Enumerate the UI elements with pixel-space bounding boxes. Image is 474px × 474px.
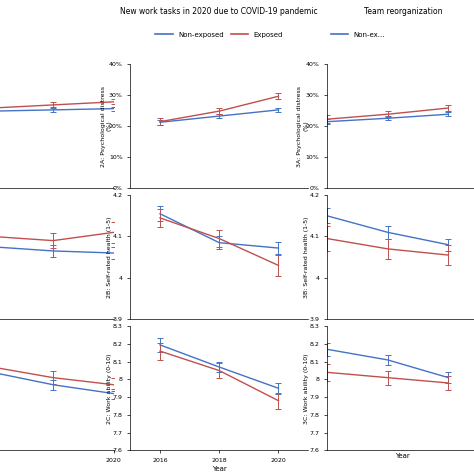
Y-axis label: 3B: Self-rated health (1-5): 3B: Self-rated health (1-5) (304, 217, 309, 298)
Y-axis label: 2A: Psychological distress
(%): 2A: Psychological distress (%) (100, 85, 111, 166)
X-axis label: Year: Year (395, 453, 410, 459)
Y-axis label: 3C: Work ability (0-10): 3C: Work ability (0-10) (304, 353, 309, 424)
Y-axis label: 3A: Psychological distress
(%): 3A: Psychological distress (%) (297, 85, 308, 166)
Y-axis label: 2C: Work ability (0-10): 2C: Work ability (0-10) (108, 353, 112, 424)
Y-axis label: 2B: Self-rated health (1-5): 2B: Self-rated health (1-5) (108, 217, 112, 298)
X-axis label: Year: Year (212, 466, 227, 472)
Text: Team reorganization: Team reorganization (364, 7, 442, 16)
Text: New work tasks in 2020 due to COVID-19 pandemic: New work tasks in 2020 due to COVID-19 p… (120, 7, 318, 16)
Legend: Non-exposed, Exposed: Non-exposed, Exposed (155, 32, 283, 38)
Legend: Non-ex...: Non-ex... (330, 32, 385, 38)
